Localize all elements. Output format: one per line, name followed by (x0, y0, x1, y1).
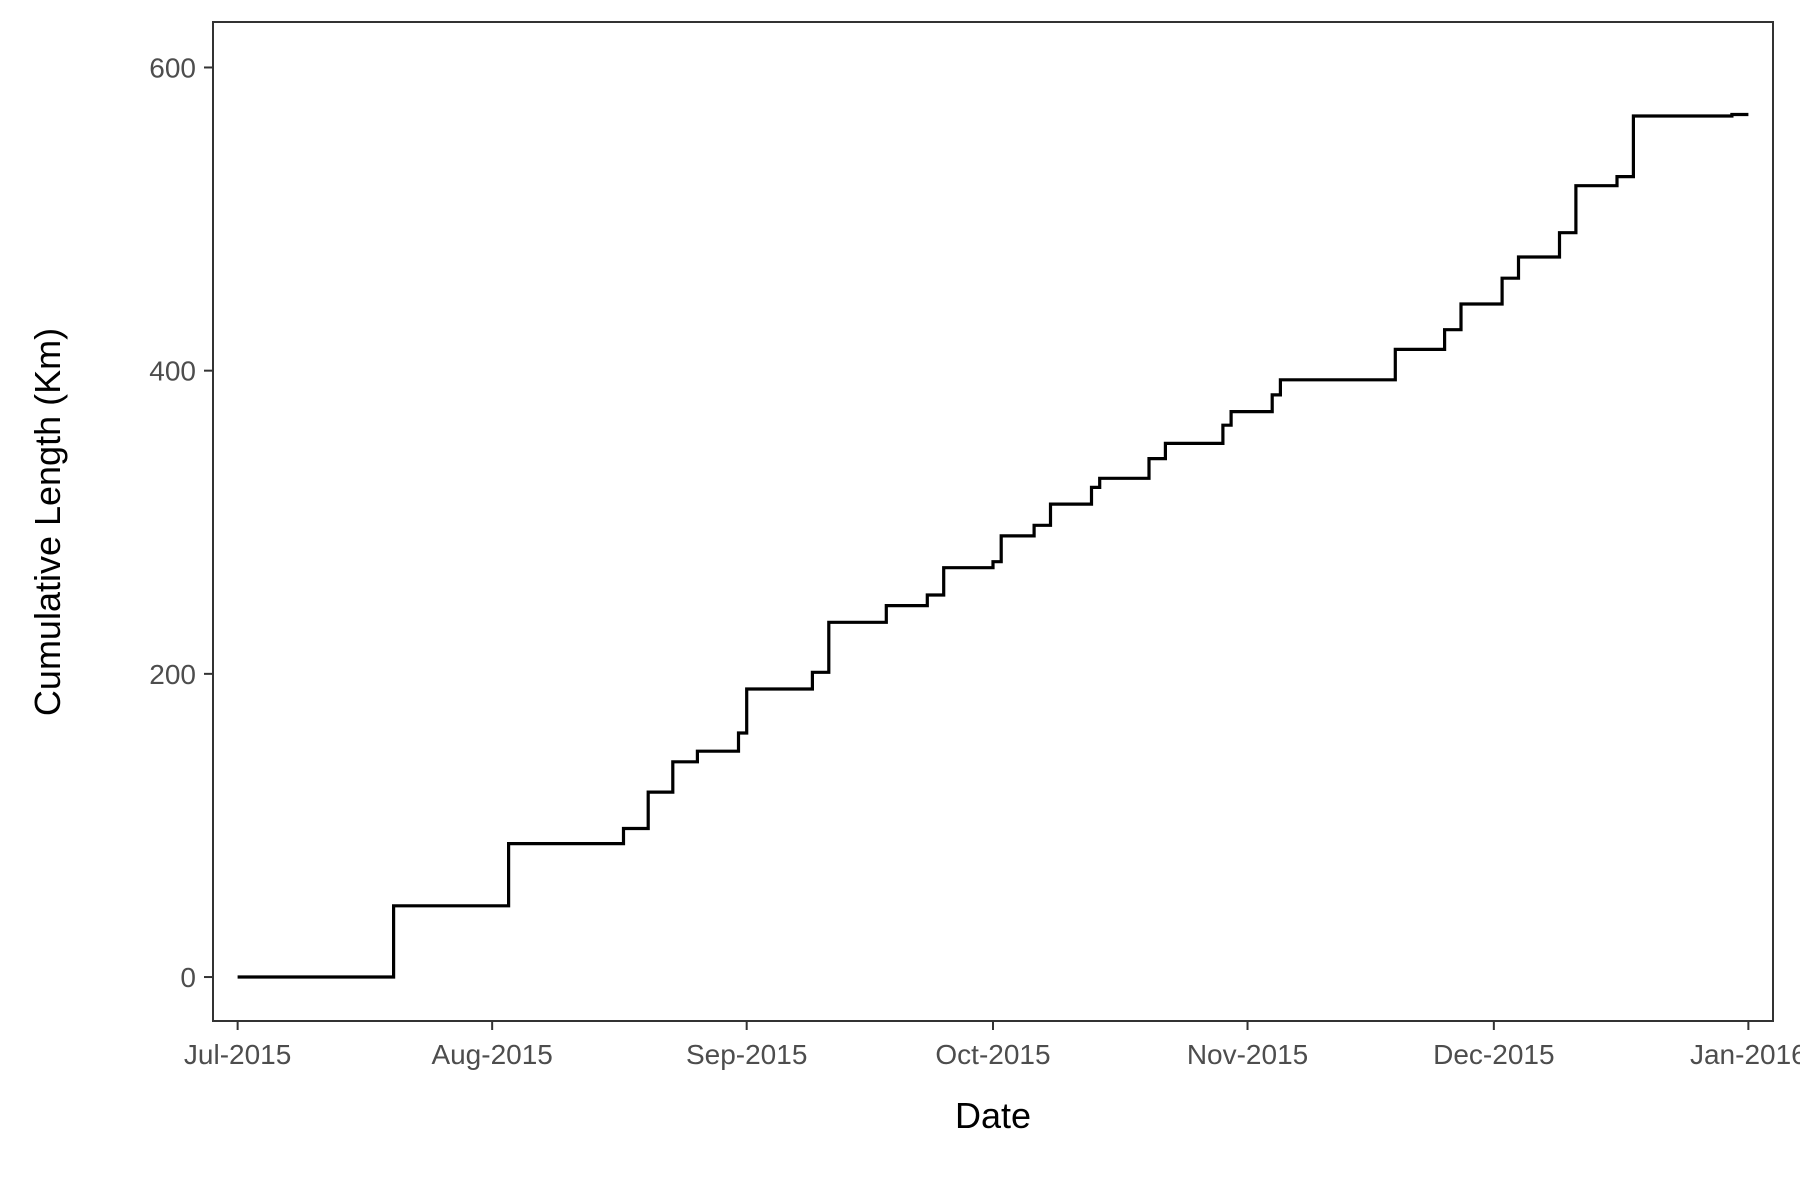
y-tick-label: 200 (149, 659, 196, 690)
x-tick-label: Jan-2016 (1690, 1039, 1800, 1070)
x-tick-label: Nov-2015 (1187, 1039, 1308, 1070)
y-axis-title: Cumulative Length (Km) (27, 328, 68, 716)
x-tick-label: Aug-2015 (431, 1039, 552, 1070)
y-tick-label: 400 (149, 356, 196, 387)
x-axis-title: Date (955, 1095, 1031, 1136)
series-step-line (237, 112, 1749, 979)
y-tick-label: 600 (149, 52, 196, 83)
y-tick-label: 0 (180, 962, 196, 993)
x-tick-label: Dec-2015 (1433, 1039, 1554, 1070)
x-axis: Jul-2015 Aug-2015 Sep-2015 Oct-2015 Nov-2015… (184, 1021, 1800, 1070)
x-tick-label: Jul-2015 (184, 1039, 291, 1070)
x-tick-label: Sep-2015 (686, 1039, 807, 1070)
x-tick-label: Oct-2015 (935, 1039, 1050, 1070)
panel-background (213, 22, 1773, 1021)
y-axis: 0 200 400 600 (149, 52, 213, 993)
panel-border (212, 21, 1774, 1022)
